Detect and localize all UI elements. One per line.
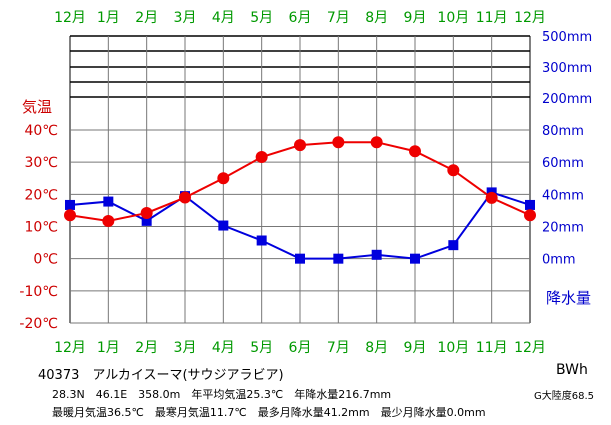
- temp-axis-title: 気温: [22, 98, 52, 116]
- temp-point: [217, 172, 230, 185]
- precip-tick-label: 0mm: [542, 253, 576, 268]
- temp-point: [370, 136, 383, 149]
- precip-point: [333, 253, 344, 264]
- month-label-top: 12月: [514, 10, 546, 26]
- month-label-top: 1月: [97, 10, 120, 26]
- month-label-bottom: 11月: [476, 340, 508, 356]
- month-label-top: 4月: [212, 10, 235, 26]
- precip-tick-label: 40mm: [542, 188, 584, 203]
- temp-point: [64, 209, 76, 222]
- month-label-bottom: 1月: [97, 340, 120, 356]
- month-label-bottom: 8月: [365, 340, 388, 356]
- temp-point: [332, 136, 345, 149]
- month-label-top: 5月: [250, 10, 273, 26]
- station-location-summary: 28.3N 46.1E 358.0m 年平均気温25.3℃ 年降水量216.7m…: [52, 388, 392, 401]
- precip-tick-label: 80mm: [542, 124, 584, 139]
- month-label-top: 11月: [476, 10, 508, 26]
- temp-point: [140, 206, 153, 219]
- precip-point: [448, 240, 459, 251]
- precip-point: [103, 196, 114, 207]
- temp-point: [179, 191, 191, 204]
- month-label-top: 10月: [437, 10, 469, 26]
- month-label-bottom: 12月: [54, 340, 86, 356]
- precip-point: [525, 199, 535, 210]
- month-label-top: 2月: [135, 10, 158, 26]
- temp-point: [447, 164, 460, 177]
- month-label-bottom: 12月: [514, 340, 546, 356]
- precip-tick-label: 20mm: [542, 221, 584, 236]
- month-label-bottom: 4月: [212, 340, 235, 356]
- temp-point: [485, 191, 498, 204]
- temp-tick-label: -10℃: [19, 284, 58, 300]
- precip-point: [141, 215, 152, 226]
- climate-classification: BWh: [556, 362, 588, 378]
- temp-tick-label: 0℃: [33, 252, 58, 268]
- precip-point: [65, 199, 75, 210]
- month-label-bottom: 10月: [437, 340, 469, 356]
- month-label-bottom: 6月: [289, 340, 312, 356]
- temp-tick-label: 40℃: [24, 123, 58, 139]
- precip-point: [256, 235, 267, 246]
- continentality-index: G大陸度68.5: [534, 391, 595, 402]
- station-name: 40373 アルカイスーマ(サウジアラビア): [38, 368, 284, 383]
- temp-tick-label: -20℃: [19, 316, 58, 332]
- precip-axis-title: 降水量: [546, 289, 591, 307]
- temp-point: [524, 209, 536, 222]
- month-label-bottom: 5月: [250, 340, 273, 356]
- month-label-top: 3月: [174, 10, 197, 26]
- temp-point: [294, 139, 306, 152]
- month-label-bottom: 9月: [404, 340, 427, 356]
- precip-upper-tick-label: 200mm: [542, 92, 592, 107]
- month-label-top: 12月: [54, 10, 86, 26]
- temp-tick-label: 10℃: [24, 220, 58, 236]
- temp-tick-label: 20℃: [24, 187, 58, 203]
- month-label-top: 7月: [327, 10, 350, 26]
- temp-point: [102, 215, 115, 228]
- month-label-bottom: 7月: [327, 340, 350, 356]
- precip-point: [371, 249, 382, 260]
- temp-tick-label: 30℃: [24, 155, 58, 171]
- precip-upper-tick-label: 500mm: [542, 30, 592, 45]
- precip-point: [295, 253, 305, 264]
- month-label-top: 9月: [404, 10, 427, 26]
- precip-upper-tick-label: 300mm: [542, 61, 592, 76]
- station-extremes-summary: 最暖月気温36.5℃ 最寒月気温11.7℃ 最多月降水量41.2mm 最少月降水…: [52, 406, 486, 419]
- precip-tick-label: 60mm: [542, 156, 584, 171]
- month-label-bottom: 2月: [135, 340, 158, 356]
- temp-point: [409, 145, 421, 158]
- temp-point: [255, 151, 268, 164]
- precip-point: [410, 253, 420, 264]
- month-label-top: 8月: [365, 10, 388, 26]
- precip-point: [218, 220, 229, 231]
- month-label-top: 6月: [289, 10, 312, 26]
- month-label-bottom: 3月: [174, 340, 197, 356]
